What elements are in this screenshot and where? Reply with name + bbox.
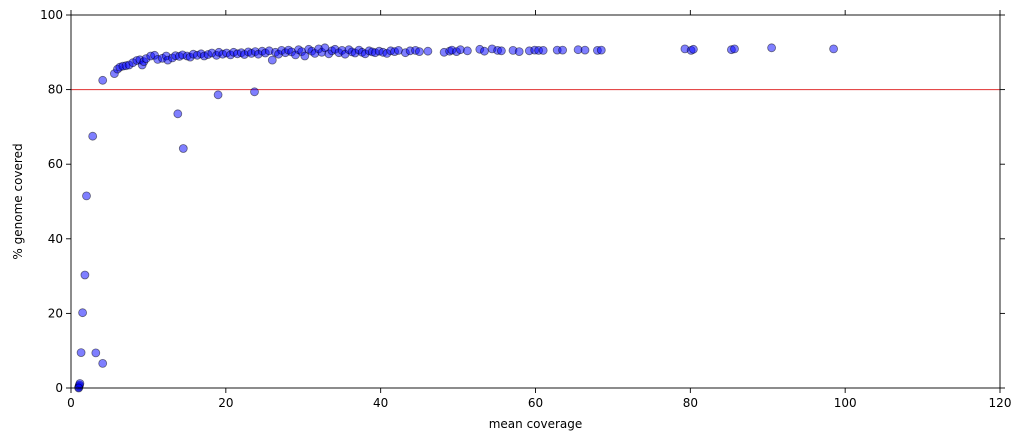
data-point <box>423 46 433 56</box>
data-point <box>82 191 91 201</box>
data-point <box>98 75 108 85</box>
axis-labels-layer: mean coverage % genome covered <box>11 143 582 431</box>
data-point <box>300 51 310 61</box>
data-point <box>580 45 590 55</box>
data-point <box>80 270 90 280</box>
data-point <box>213 90 223 100</box>
data-point <box>730 44 739 54</box>
data-points-layer <box>74 43 838 393</box>
y-axis-label: % genome covered <box>11 143 25 259</box>
y-tick-label: 0 <box>55 381 63 395</box>
data-point <box>767 43 776 53</box>
plot-border <box>70 14 1001 389</box>
data-point <box>496 46 506 56</box>
axis-ticks-layer: 0 20 40 60 80 100 120 0 20 40 60 80 100 <box>40 8 1011 410</box>
x-tick-label: 20 <box>218 396 233 410</box>
x-axis-label: mean coverage <box>489 417 583 431</box>
data-point <box>98 358 108 368</box>
data-point <box>479 46 489 56</box>
data-point <box>829 44 838 54</box>
data-point <box>178 144 188 153</box>
data-point <box>267 55 277 65</box>
plot-frame <box>70 14 1001 389</box>
data-point <box>538 46 548 55</box>
data-point <box>514 47 524 56</box>
data-point <box>88 131 98 141</box>
x-tick-label: 80 <box>683 396 698 410</box>
y-tick-label: 80 <box>48 83 63 97</box>
x-tick-label: 40 <box>373 396 388 410</box>
data-point <box>250 87 259 97</box>
data-point <box>414 47 424 56</box>
y-tick-label: 100 <box>40 8 63 22</box>
y-tick-label: 60 <box>48 157 63 171</box>
data-point <box>76 348 86 358</box>
data-point <box>462 46 472 56</box>
x-tick-label: 60 <box>528 396 543 410</box>
data-point <box>689 44 698 54</box>
data-point <box>558 45 567 55</box>
data-point <box>596 45 606 55</box>
data-point <box>91 348 101 358</box>
data-point <box>173 109 183 119</box>
x-tick-label: 100 <box>834 396 857 410</box>
y-tick-label: 40 <box>48 232 63 246</box>
y-tick-label: 20 <box>48 306 63 320</box>
x-tick-label: 0 <box>67 396 75 410</box>
x-tick-label: 120 <box>989 396 1012 410</box>
data-point <box>78 308 87 318</box>
